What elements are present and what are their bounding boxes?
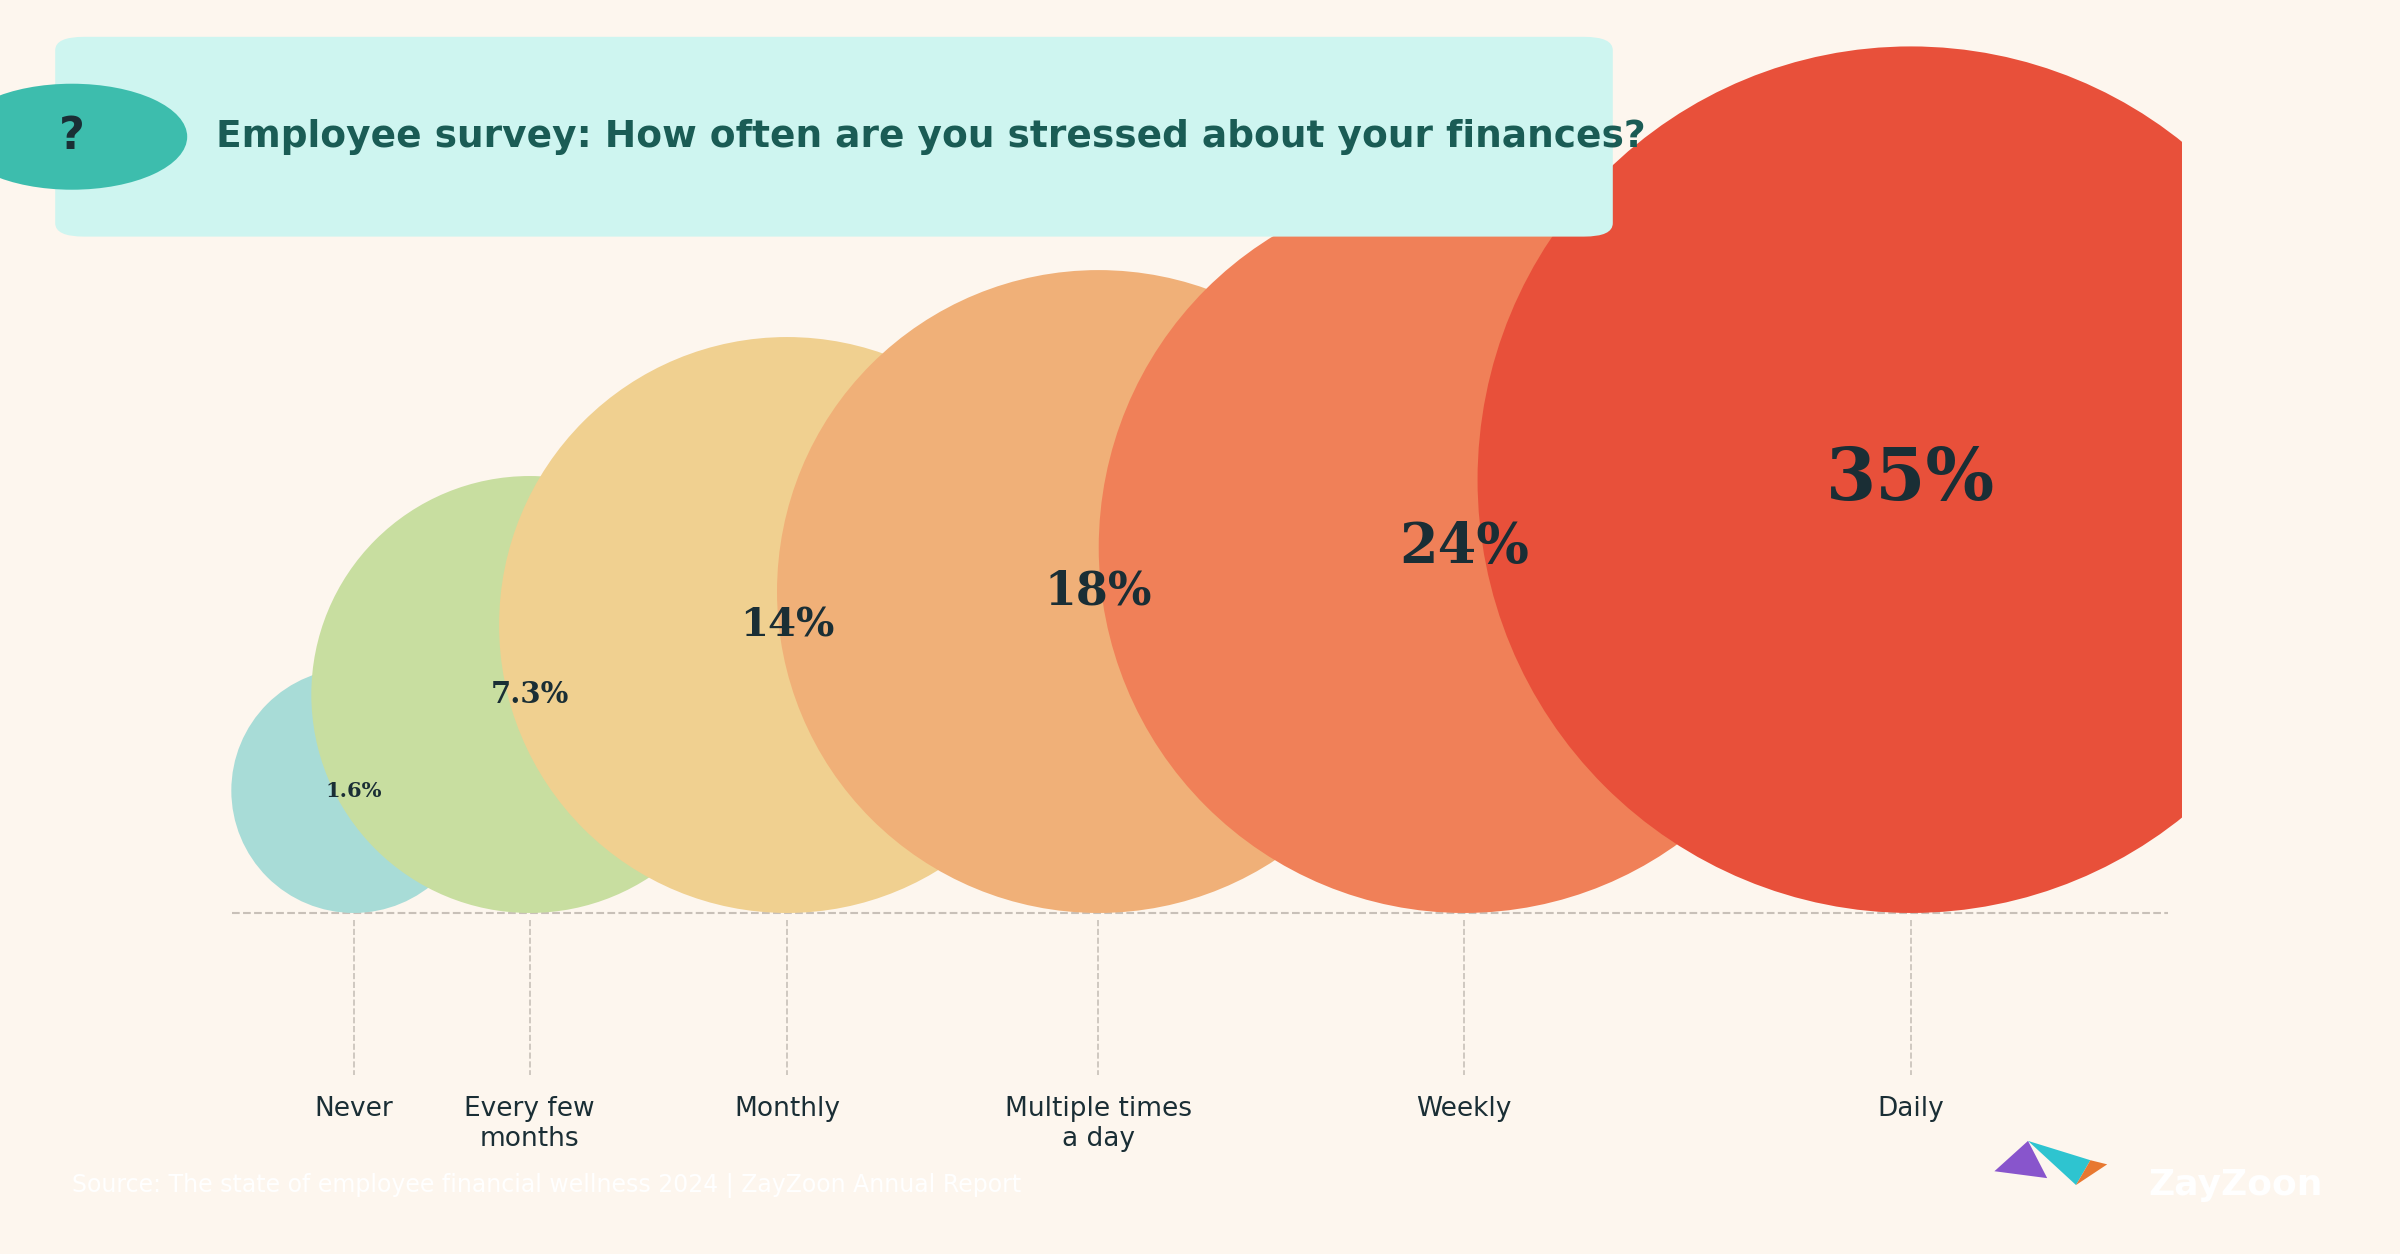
Text: Never: Never bbox=[314, 1096, 394, 1122]
Circle shape bbox=[312, 477, 749, 913]
Text: Monthly: Monthly bbox=[734, 1096, 840, 1122]
Circle shape bbox=[499, 337, 1075, 913]
Polygon shape bbox=[2076, 1160, 2107, 1185]
Polygon shape bbox=[1994, 1141, 2047, 1179]
Text: 18%: 18% bbox=[1044, 568, 1152, 614]
Text: 14%: 14% bbox=[739, 606, 835, 645]
Polygon shape bbox=[2028, 1141, 2090, 1185]
Circle shape bbox=[230, 668, 475, 913]
Text: Daily: Daily bbox=[1877, 1096, 1944, 1122]
Text: ZayZoon: ZayZoon bbox=[2148, 1167, 2323, 1203]
Circle shape bbox=[1478, 46, 2345, 913]
Circle shape bbox=[1099, 182, 1829, 913]
Text: Source: The state of employee financial wellness 2024 | ZayZoon Annual Report: Source: The state of employee financial … bbox=[72, 1172, 1022, 1198]
Text: 35%: 35% bbox=[1826, 444, 1994, 515]
Text: 1.6%: 1.6% bbox=[326, 780, 382, 800]
Circle shape bbox=[778, 270, 1421, 913]
Text: Employee survey: How often are you stressed about your finances?: Employee survey: How often are you stres… bbox=[216, 119, 1646, 154]
FancyBboxPatch shape bbox=[55, 36, 1613, 237]
Text: Every few
months: Every few months bbox=[466, 1096, 595, 1151]
Text: Multiple times
a day: Multiple times a day bbox=[1006, 1096, 1193, 1151]
Text: 7.3%: 7.3% bbox=[490, 680, 569, 709]
Text: ?: ? bbox=[60, 115, 84, 158]
Ellipse shape bbox=[0, 84, 187, 189]
Text: 24%: 24% bbox=[1399, 520, 1529, 576]
Text: Weekly: Weekly bbox=[1416, 1096, 1512, 1122]
